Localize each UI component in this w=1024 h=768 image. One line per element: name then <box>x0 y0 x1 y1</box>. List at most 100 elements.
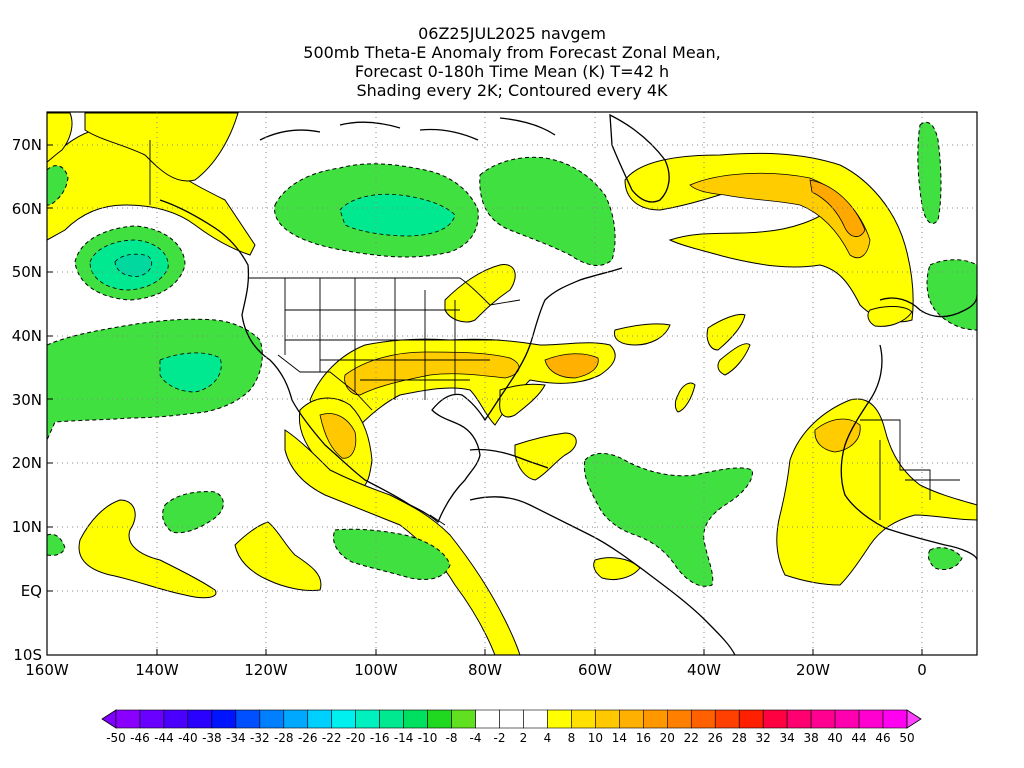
title-block: 06Z25JUL2025 navgem 500mb Theta-E Anomal… <box>0 24 1024 100</box>
coast-caribbean-cuba <box>469 448 549 469</box>
positive-anomaly-far-west <box>47 112 73 163</box>
lon-label-120w: 120W <box>244 661 288 679</box>
colorbar-swatch <box>235 709 261 729</box>
title-shading-line: Shading every 2K; Contoured every 4K <box>356 81 668 100</box>
colorbar-right-arrow <box>906 709 922 729</box>
colorbar-swatch <box>259 709 285 729</box>
negative-anomaly-east-pacific <box>162 491 224 534</box>
colorbar-swatch <box>834 709 860 729</box>
colorbar-label: -28 <box>274 731 294 745</box>
colorbar-label: 8 <box>568 731 576 745</box>
colorbar-label: 14 <box>612 731 627 745</box>
negative-anomaly-west-pacific-left <box>47 533 66 556</box>
colorbar-swatch <box>139 709 165 729</box>
positive-anomaly-atlantic-1 <box>706 313 746 351</box>
title-variable-line: 500mb Theta-E Anomaly from Forecast Zona… <box>303 43 721 62</box>
colorbar-swatch <box>187 709 213 729</box>
colorbar-swatch <box>547 709 572 729</box>
negative-anomaly-alaska <box>47 165 69 206</box>
colorbar-swatch <box>115 709 141 729</box>
colorbar-swatch <box>882 709 908 729</box>
colorbar-label: -44 <box>154 731 174 745</box>
colorbar-label: 2 <box>520 731 528 745</box>
coastlines <box>159 113 977 655</box>
colorbar-label: -14 <box>394 731 414 745</box>
axis-ticks <box>46 144 923 656</box>
coast-greenland <box>609 113 670 203</box>
positive-anomaly-central-america <box>284 429 521 655</box>
colorbar-swatch <box>163 709 189 729</box>
colorbar-swatch <box>643 709 668 729</box>
colorbar-swatch <box>738 709 764 729</box>
border-us-states <box>284 278 500 400</box>
colorbar-label: -34 <box>226 731 246 745</box>
colorbar-swatch <box>379 709 404 729</box>
lat-label-70n: 70N <box>12 136 42 154</box>
colorbar-swatch <box>571 709 596 729</box>
colorbar-label: 20 <box>660 731 675 745</box>
positive-anomaly-north-pacific-top <box>84 112 239 182</box>
title-run-line: 06Z25JUL2025 navgem <box>418 24 606 43</box>
colorbar-label: -46 <box>130 731 150 745</box>
colorbar-swatch <box>714 709 740 729</box>
colorbar-label: -50 <box>106 731 126 745</box>
border-us-mexico <box>277 354 373 411</box>
lon-label-40w: 40W <box>687 661 721 679</box>
lon-label-20w: 20W <box>796 661 830 679</box>
colorbar-label: 22 <box>684 731 699 745</box>
colorbar-label: -4 <box>470 731 482 745</box>
anomaly-shading <box>47 112 977 655</box>
colorbar-label: -22 <box>322 731 342 745</box>
latitude-labels: 70N 60N 50N 40N 30N 20N 10N EQ 10S <box>12 136 42 664</box>
positive-anomaly-atlantic-4 <box>613 323 671 346</box>
positive-anomaly-tropical-pacific-2 <box>234 521 322 591</box>
lon-label-100w: 100W <box>354 661 398 679</box>
lat-label-50n: 50N <box>12 263 42 281</box>
colorbar-swatch <box>427 709 452 729</box>
positive-anomaly-mexico-orange <box>319 413 357 459</box>
colorbar-label: 26 <box>708 731 723 745</box>
lon-label-0: 0 <box>917 661 927 679</box>
colorbar-left-arrow <box>101 709 117 729</box>
graticule <box>47 112 977 655</box>
colorbar-label: 28 <box>732 731 747 745</box>
colorbar-swatch <box>810 709 836 729</box>
bottom-ticks <box>46 649 923 655</box>
colorbar-label: -38 <box>202 731 222 745</box>
lon-label-140w: 140W <box>135 661 179 679</box>
colorbar-swatch <box>475 709 500 729</box>
coast-africa <box>840 344 977 561</box>
negative-anomaly-tropical-atlantic <box>583 453 753 587</box>
negative-anomaly-hudson-bay-inner <box>339 193 456 237</box>
colorbar-swatch <box>858 709 884 729</box>
lat-label-10n: 10N <box>12 518 42 536</box>
lat-label-40n: 40N <box>12 327 42 345</box>
colorbar-swatch <box>403 709 428 729</box>
colorbar-swatch <box>283 709 309 729</box>
colorbar-label: -8 <box>446 731 458 745</box>
colorbar-label: -16 <box>370 731 390 745</box>
coast-north-america <box>159 199 623 524</box>
negative-anomaly-central-pacific <box>47 318 263 441</box>
positive-anomaly-atlantic-east-us <box>499 383 546 418</box>
colorbar-label: 10 <box>588 731 603 745</box>
coast-south-america <box>469 496 736 655</box>
colorbar-label: 16 <box>636 731 651 745</box>
colorbar-label: 38 <box>803 731 818 745</box>
colorbar-swatch <box>595 709 620 729</box>
title-forecast-line: Forecast 0-180h Time Mean (K) T=42 h <box>354 62 670 81</box>
border-central-america <box>399 499 446 526</box>
map-frame <box>46 111 978 656</box>
colorbar-swatch <box>355 709 380 729</box>
colorbar-swatch <box>307 709 333 729</box>
colorbar-label: 40 <box>827 731 842 745</box>
colorbar-label: 46 <box>875 731 890 745</box>
colorbar-swatch <box>619 709 644 729</box>
positive-anomaly-atlantic-3 <box>674 382 696 413</box>
positive-anomaly-guinea <box>593 557 641 581</box>
left-ticks <box>47 144 53 656</box>
negative-anomaly-north-atlantic <box>917 121 942 224</box>
negative-anomaly-south-america <box>927 547 963 571</box>
negative-anomaly-equatorial-pacific <box>333 528 451 580</box>
